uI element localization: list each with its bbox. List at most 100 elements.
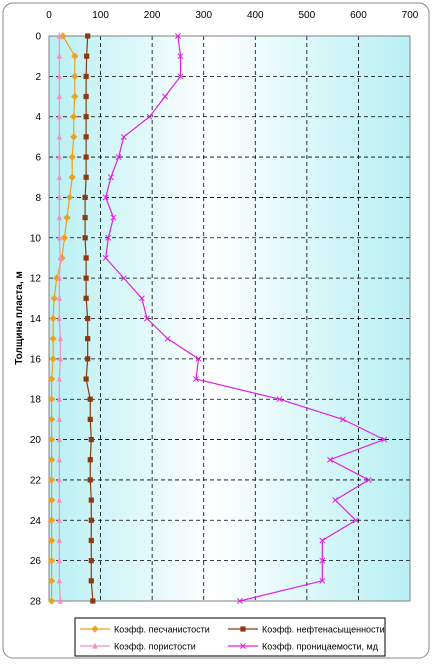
- marker: [56, 314, 62, 322]
- marker: [71, 92, 79, 101]
- marker: [56, 577, 62, 584]
- marker: [88, 537, 94, 544]
- legend-box: [74, 617, 386, 657]
- marker: [68, 173, 76, 181]
- marker: [327, 456, 334, 463]
- marker: [56, 274, 62, 281]
- marker: [102, 255, 109, 261]
- marker: [50, 294, 58, 302]
- marker: [162, 93, 168, 100]
- marker: [82, 235, 88, 241]
- y-tick-label: 2: [35, 72, 41, 83]
- marker: [236, 598, 243, 604]
- marker: [87, 477, 93, 483]
- marker: [352, 517, 359, 524]
- y-axis-title: Толщина пласта, м: [14, 271, 25, 365]
- legend-label: Коэфф. пористости: [114, 642, 196, 652]
- marker: [88, 578, 94, 584]
- legend-label: Коэфф. нефтенасыщенности: [262, 625, 385, 635]
- marker: [82, 194, 88, 201]
- marker: [56, 294, 62, 301]
- marker: [47, 496, 56, 504]
- marker: [49, 314, 57, 323]
- marker: [381, 436, 388, 443]
- marker: [56, 557, 62, 564]
- x-tick-label: 500: [299, 10, 316, 21]
- x-tick-label: 200: [144, 10, 161, 21]
- marker: [83, 73, 89, 79]
- marker: [56, 375, 62, 382]
- marker: [138, 295, 145, 302]
- marker: [56, 113, 62, 120]
- marker: [319, 577, 326, 584]
- marker: [174, 33, 181, 39]
- marker: [60, 234, 69, 242]
- marker: [56, 153, 62, 160]
- marker: [105, 234, 112, 241]
- marker: [240, 643, 246, 649]
- marker: [70, 133, 78, 141]
- x-tick-label: 300: [195, 10, 212, 21]
- marker: [56, 456, 62, 463]
- marker: [85, 356, 91, 362]
- marker: [56, 476, 62, 483]
- marker: [71, 52, 79, 60]
- marker: [66, 193, 74, 202]
- marker: [56, 536, 62, 544]
- marker: [177, 73, 184, 80]
- marker: [49, 355, 57, 363]
- marker: [102, 194, 109, 201]
- marker: [144, 315, 150, 322]
- marker: [56, 214, 62, 221]
- y-tick-label: 8: [35, 193, 41, 204]
- marker: [57, 355, 63, 362]
- marker: [84, 53, 90, 59]
- marker: [68, 153, 76, 161]
- marker: [107, 174, 114, 181]
- y-tick-label: 20: [30, 435, 42, 446]
- y-tick-label: 4: [35, 112, 41, 123]
- plot-area: [49, 36, 410, 601]
- y-tick-label: 24: [30, 516, 42, 527]
- marker: [56, 173, 62, 180]
- marker: [49, 335, 57, 343]
- y-tick-label: 22: [30, 475, 42, 486]
- marker: [88, 436, 94, 443]
- marker: [47, 557, 56, 565]
- marker: [332, 497, 339, 504]
- y-tick-label: 26: [30, 556, 42, 567]
- marker: [91, 625, 99, 633]
- marker: [87, 457, 93, 463]
- y-tick-label: 28: [30, 597, 42, 608]
- marker: [56, 516, 62, 523]
- marker: [53, 274, 61, 282]
- marker: [319, 537, 326, 544]
- y-tick-label: 18: [30, 395, 42, 406]
- marker: [92, 642, 98, 649]
- marker: [56, 234, 62, 241]
- marker: [115, 154, 122, 161]
- marker: [88, 497, 94, 503]
- marker: [83, 134, 89, 140]
- marker: [56, 32, 62, 39]
- marker: [47, 476, 56, 484]
- marker: [87, 416, 93, 422]
- legend-label: Коэфф. песчанистости: [114, 625, 210, 635]
- marker: [56, 92, 62, 100]
- marker: [85, 315, 91, 322]
- marker: [63, 214, 71, 222]
- marker: [83, 376, 89, 382]
- marker: [56, 52, 62, 59]
- marker: [340, 416, 346, 423]
- marker: [120, 275, 127, 282]
- marker: [47, 536, 56, 545]
- marker: [57, 335, 63, 342]
- x-tick-label: 700: [402, 10, 419, 21]
- legend-label: Коэфф. проницаемости, мд: [262, 642, 379, 652]
- marker: [177, 53, 184, 60]
- marker: [71, 72, 79, 80]
- y-tick-label: 10: [30, 233, 42, 244]
- marker: [47, 597, 56, 605]
- marker: [56, 496, 62, 503]
